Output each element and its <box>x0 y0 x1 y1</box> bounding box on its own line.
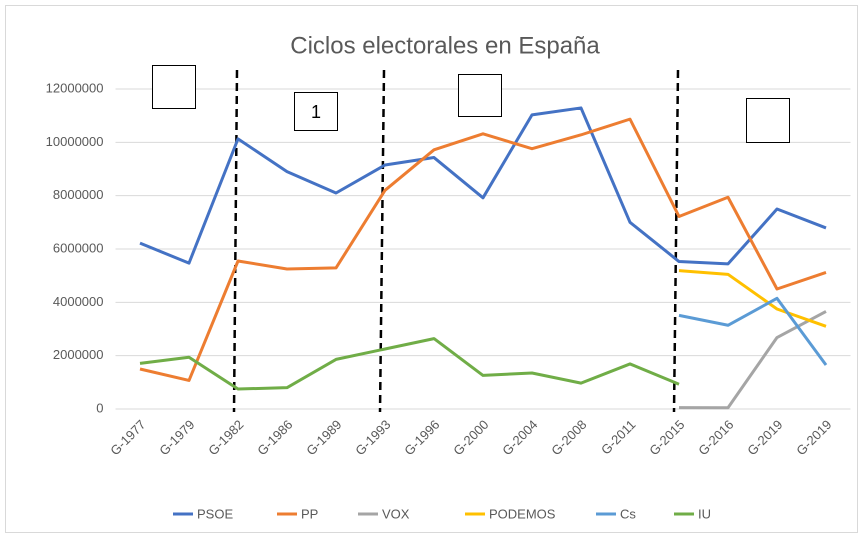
chart-frame <box>5 5 858 533</box>
series-line <box>139 337 680 391</box>
y-tick-label: 10000000 <box>46 134 104 149</box>
legend-label: PSOE <box>197 506 233 521</box>
series-line <box>678 269 827 328</box>
legend-label: PODEMOS <box>489 506 556 521</box>
y-tick-label: 8000000 <box>53 187 104 202</box>
series-line <box>139 106 827 266</box>
y-tick-label: 12000000 <box>46 80 104 95</box>
annotation-box <box>746 98 790 143</box>
y-tick-label: 6000000 <box>53 240 104 255</box>
series-line <box>678 310 827 410</box>
legend-label: VOX <box>382 506 410 521</box>
series-line <box>139 117 827 382</box>
y-tick-label: 0 <box>96 400 103 415</box>
y-tick-label: 4000000 <box>53 294 104 309</box>
cycle-dividers <box>232 69 680 413</box>
divider <box>672 69 680 413</box>
legend-label: Cs <box>620 506 636 521</box>
divider <box>232 69 239 413</box>
annotation-box <box>294 92 338 131</box>
legend-label: IU <box>698 506 711 521</box>
legend-label: PP <box>301 506 318 521</box>
divider <box>378 69 386 413</box>
y-tick-label: 2000000 <box>53 347 104 362</box>
annotation: 1 <box>311 102 321 122</box>
series-line <box>678 296 828 366</box>
annotation-box <box>458 74 502 117</box>
annotation-box <box>152 65 196 109</box>
chart-title: Ciclos electorales en España <box>290 32 600 59</box>
annotation-boxes <box>152 65 790 143</box>
